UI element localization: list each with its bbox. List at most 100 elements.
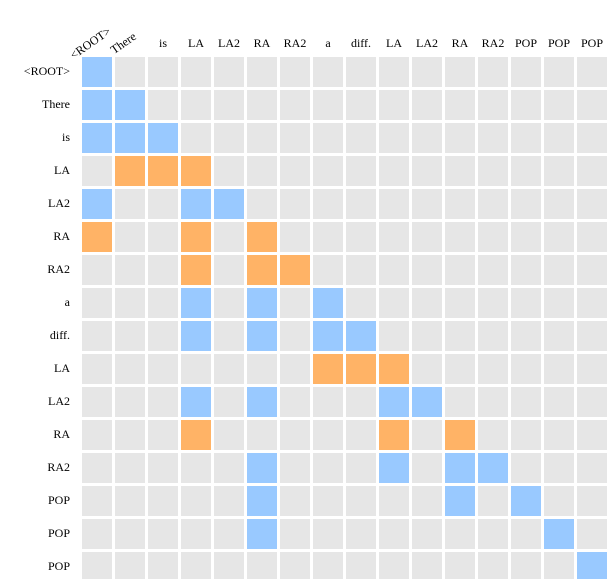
cell bbox=[511, 255, 541, 285]
cell bbox=[82, 156, 112, 186]
cell bbox=[544, 222, 574, 252]
cell bbox=[478, 354, 508, 384]
cell bbox=[511, 486, 541, 516]
cell bbox=[247, 156, 277, 186]
cell bbox=[313, 453, 343, 483]
cell bbox=[115, 57, 145, 87]
cell bbox=[214, 288, 244, 318]
cell bbox=[478, 420, 508, 450]
column-label: There bbox=[108, 29, 139, 57]
cell bbox=[214, 123, 244, 153]
cell bbox=[148, 387, 178, 417]
cell bbox=[280, 288, 310, 318]
cell bbox=[313, 552, 343, 579]
cell bbox=[214, 156, 244, 186]
cell bbox=[544, 354, 574, 384]
cell bbox=[511, 222, 541, 252]
cell bbox=[214, 552, 244, 579]
cell bbox=[412, 354, 442, 384]
cell bbox=[511, 453, 541, 483]
column-label: LA bbox=[188, 36, 204, 50]
cell bbox=[181, 453, 211, 483]
cell bbox=[412, 321, 442, 351]
cell bbox=[544, 453, 574, 483]
column-label: RA2 bbox=[482, 36, 505, 50]
cell bbox=[346, 189, 376, 219]
row-label: LA2 bbox=[48, 196, 70, 210]
cell bbox=[412, 486, 442, 516]
column-label: is bbox=[159, 36, 167, 50]
cell bbox=[115, 519, 145, 549]
column-label: LA2 bbox=[218, 36, 240, 50]
cell bbox=[346, 288, 376, 318]
row-label: is bbox=[62, 130, 70, 144]
cell bbox=[313, 288, 343, 318]
cell bbox=[313, 57, 343, 87]
cell bbox=[214, 222, 244, 252]
column-label: RA bbox=[452, 36, 469, 50]
cell bbox=[181, 321, 211, 351]
cell bbox=[577, 387, 607, 417]
cell bbox=[511, 519, 541, 549]
cell bbox=[544, 255, 574, 285]
cell bbox=[379, 288, 409, 318]
cell bbox=[577, 420, 607, 450]
cell bbox=[214, 57, 244, 87]
cell bbox=[478, 222, 508, 252]
cell bbox=[115, 321, 145, 351]
cell bbox=[82, 420, 112, 450]
row-label: POP bbox=[48, 493, 70, 507]
cell bbox=[280, 156, 310, 186]
cell bbox=[280, 57, 310, 87]
cell bbox=[115, 486, 145, 516]
cell bbox=[412, 387, 442, 417]
cell bbox=[115, 255, 145, 285]
cell bbox=[412, 552, 442, 579]
cell bbox=[115, 453, 145, 483]
cell bbox=[280, 519, 310, 549]
cell bbox=[115, 189, 145, 219]
cell bbox=[313, 255, 343, 285]
cell bbox=[247, 90, 277, 120]
cell bbox=[544, 420, 574, 450]
cell bbox=[511, 57, 541, 87]
cell bbox=[478, 123, 508, 153]
cell bbox=[478, 453, 508, 483]
cell bbox=[247, 519, 277, 549]
cell bbox=[379, 519, 409, 549]
cell bbox=[82, 123, 112, 153]
cell bbox=[82, 321, 112, 351]
cell bbox=[511, 354, 541, 384]
cell bbox=[544, 156, 574, 186]
row-label: diff. bbox=[50, 328, 70, 342]
cell bbox=[445, 453, 475, 483]
cell bbox=[379, 387, 409, 417]
cell bbox=[445, 288, 475, 318]
cell bbox=[82, 552, 112, 579]
cell bbox=[280, 90, 310, 120]
cell bbox=[544, 519, 574, 549]
cell bbox=[247, 189, 277, 219]
cell bbox=[82, 90, 112, 120]
cell bbox=[247, 354, 277, 384]
cell bbox=[214, 321, 244, 351]
cell bbox=[544, 321, 574, 351]
cell bbox=[445, 420, 475, 450]
cell bbox=[577, 123, 607, 153]
cell bbox=[379, 90, 409, 120]
cell bbox=[511, 552, 541, 579]
cell bbox=[478, 288, 508, 318]
cell bbox=[82, 519, 112, 549]
cell bbox=[346, 486, 376, 516]
cell bbox=[148, 354, 178, 384]
cell bbox=[82, 57, 112, 87]
cell bbox=[379, 354, 409, 384]
cell bbox=[181, 123, 211, 153]
cell bbox=[214, 90, 244, 120]
cell bbox=[346, 354, 376, 384]
cell bbox=[280, 486, 310, 516]
cell bbox=[148, 420, 178, 450]
cell bbox=[214, 519, 244, 549]
cell bbox=[577, 222, 607, 252]
cell bbox=[148, 156, 178, 186]
